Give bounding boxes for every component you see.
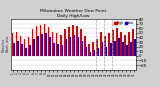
Bar bbox=[17, 41, 19, 56]
Bar bbox=[98, 48, 100, 56]
Bar bbox=[41, 34, 43, 56]
Bar bbox=[49, 37, 51, 56]
Bar bbox=[32, 29, 33, 56]
Bar bbox=[48, 27, 49, 56]
Bar bbox=[92, 42, 94, 56]
Bar bbox=[122, 42, 124, 56]
Bar bbox=[57, 44, 59, 56]
Bar bbox=[68, 27, 70, 56]
Bar bbox=[60, 35, 62, 56]
Bar bbox=[102, 42, 104, 56]
Bar bbox=[64, 29, 66, 56]
Bar bbox=[126, 45, 128, 56]
Bar bbox=[94, 50, 95, 56]
Bar bbox=[53, 43, 55, 56]
Bar bbox=[106, 47, 108, 56]
Bar bbox=[130, 42, 132, 56]
Bar bbox=[134, 39, 136, 56]
Bar bbox=[132, 29, 134, 56]
Bar bbox=[118, 38, 120, 56]
Text: Milwaukee
Weath...dew: Milwaukee Weath...dew bbox=[2, 35, 10, 52]
Bar bbox=[128, 31, 130, 56]
Bar bbox=[110, 43, 112, 56]
Bar bbox=[72, 25, 74, 56]
Bar bbox=[70, 37, 71, 56]
Bar bbox=[88, 44, 90, 56]
Bar bbox=[33, 39, 35, 56]
Bar bbox=[21, 44, 23, 56]
Bar bbox=[112, 30, 114, 56]
Bar bbox=[100, 31, 102, 56]
Bar bbox=[74, 35, 75, 56]
Bar bbox=[114, 41, 116, 56]
Bar bbox=[80, 29, 82, 56]
Bar bbox=[40, 25, 41, 56]
Bar bbox=[25, 48, 27, 56]
Bar bbox=[82, 41, 83, 56]
Bar bbox=[56, 33, 57, 56]
Bar bbox=[28, 37, 29, 56]
Bar bbox=[37, 36, 39, 56]
Bar bbox=[20, 36, 21, 56]
Bar bbox=[44, 24, 45, 56]
Bar bbox=[78, 37, 79, 56]
Bar bbox=[24, 39, 25, 56]
Legend: High, Low: High, Low bbox=[113, 21, 134, 26]
Bar bbox=[84, 36, 86, 56]
Bar bbox=[104, 36, 106, 56]
Bar bbox=[12, 33, 13, 56]
Bar bbox=[13, 43, 15, 56]
Bar bbox=[96, 39, 98, 56]
Bar bbox=[45, 33, 47, 56]
Bar bbox=[86, 47, 87, 56]
Bar bbox=[90, 52, 91, 56]
Bar bbox=[29, 45, 31, 56]
Title: Milwaukee Weather Dew Point
Daily High/Low: Milwaukee Weather Dew Point Daily High/L… bbox=[40, 9, 107, 18]
Bar bbox=[124, 35, 126, 56]
Bar bbox=[36, 26, 37, 56]
Bar bbox=[108, 33, 110, 56]
Bar bbox=[62, 45, 63, 56]
Bar bbox=[116, 28, 118, 56]
Bar bbox=[120, 31, 122, 56]
Bar bbox=[66, 39, 67, 56]
Bar bbox=[52, 31, 53, 56]
Bar bbox=[16, 32, 17, 56]
Bar bbox=[76, 26, 78, 56]
